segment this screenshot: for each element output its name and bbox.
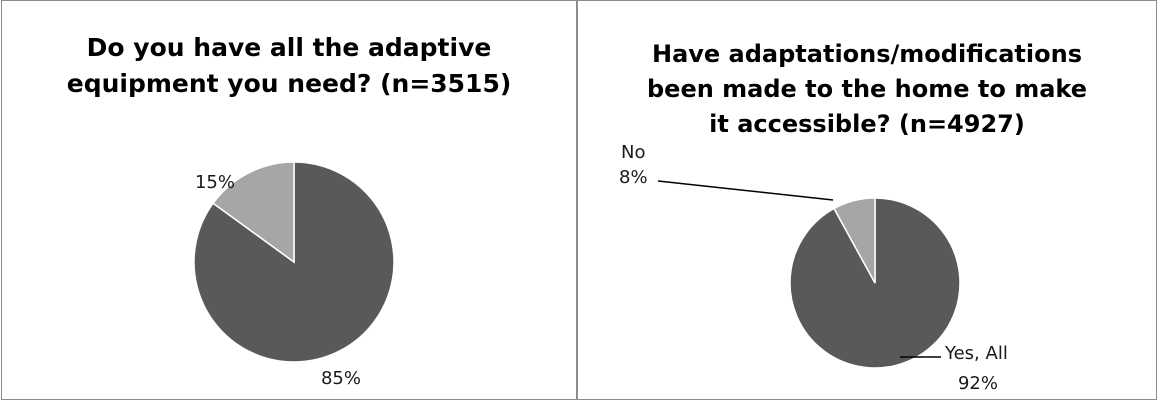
- chart-panel-equipment: Do you have all the adaptive equipment y…: [1, 0, 577, 400]
- pie-chart-home-modifications: No 8% Yes, All 92%: [619, 142, 1008, 394]
- slice-name-home-no: No: [621, 142, 645, 163]
- slice-name-home-yes: Yes, All: [944, 343, 1008, 364]
- slice-label-equipment-no: 15%: [195, 172, 235, 193]
- pie-chart-equipment: 15% 85%: [193, 161, 395, 389]
- chart-title-line-1: Have adaptations/modifications: [652, 40, 1082, 68]
- pie-slice-home-no: [833, 197, 876, 284]
- slice-label-home-no: 8%: [619, 167, 648, 188]
- chart-title-line-2: been made to the home to make: [646, 75, 1088, 103]
- chart-title-line-3: it accessible? (n=4927): [709, 110, 1025, 138]
- slice-label-home-yes: 92%: [958, 373, 998, 394]
- chart-title-line-1: Do you have all the adaptive: [86, 33, 492, 62]
- chart-title-line-2: equipment you need? (n=3515): [66, 69, 512, 98]
- chart-title: Have adaptations/modifications been made…: [578, 37, 1156, 142]
- chart-panel-home-modifications: Have adaptations/modifications been made…: [577, 0, 1157, 400]
- slice-label-equipment-yes: 85%: [321, 368, 361, 389]
- pie-slice-equipment-no: [212, 161, 295, 264]
- chart-title: Do you have all the adaptive equipment y…: [2, 30, 576, 102]
- leader-line-no: [657, 180, 834, 201]
